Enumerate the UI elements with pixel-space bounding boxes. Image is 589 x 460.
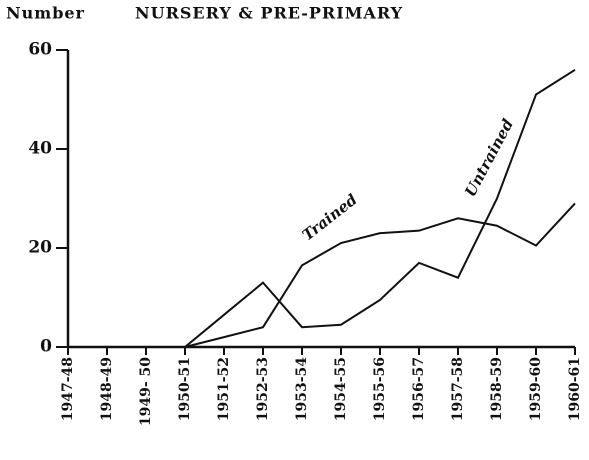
y-tick-label: 20 (28, 238, 52, 258)
x-tick-label: 1950-51 (177, 357, 193, 421)
x-tick-label: 1951-52 (216, 357, 232, 421)
x-tick-label: 1949- 50 (138, 357, 154, 426)
y-tick-label: 40 (28, 139, 52, 159)
series-line (68, 68, 576, 348)
series-label: Trained (299, 190, 361, 244)
x-tick-label: 1948-49 (99, 357, 115, 421)
x-tick-label: 1954-55 (333, 357, 349, 421)
x-tick-label: 1953-54 (294, 357, 310, 422)
y-tick-label: 0 (40, 337, 52, 357)
y-tick-label: 60 (28, 40, 52, 60)
x-tick-label: 1955-56 (372, 357, 388, 421)
x-tick-label: 1952-53 (255, 357, 271, 421)
x-tick-label: 1959-60 (528, 357, 544, 422)
series-label: Untrained (461, 116, 517, 200)
x-tick-label: 1958-59 (489, 357, 505, 421)
x-tick-label: 1947-48 (60, 357, 76, 421)
chart-title: NURSERY & PRE-PRIMARY (135, 4, 403, 23)
y-axis-label: Number (6, 4, 85, 23)
x-tick-label: 1960-61 (567, 357, 583, 421)
x-tick-label: 1956-57 (411, 357, 427, 421)
x-tick-label: 1957-58 (450, 357, 466, 421)
